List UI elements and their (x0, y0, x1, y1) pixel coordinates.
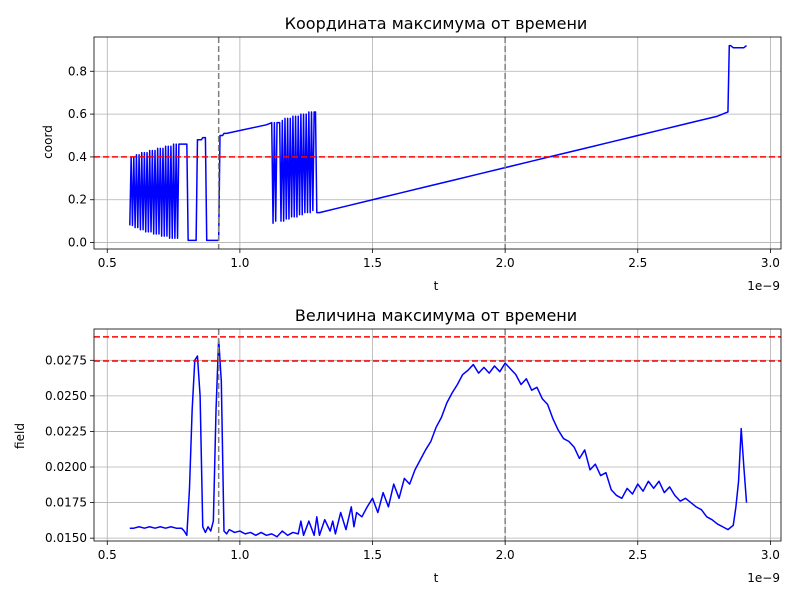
y-tick-label: 0.6 (68, 107, 87, 121)
chart-title: Величина максимума от времени (295, 306, 577, 325)
y-tick-label: 0.0150 (45, 531, 87, 545)
x-tick-label: 2.5 (628, 256, 647, 270)
plot-area (94, 37, 781, 249)
y-axis-label: field (13, 423, 27, 449)
x-tick-label: 0.5 (98, 548, 117, 562)
y-tick-label: 0.0225 (45, 424, 87, 438)
axes-frame (93, 36, 782, 250)
y-tick-label: 0.0 (68, 236, 87, 250)
x-tick-label: 3.0 (761, 256, 780, 270)
x-tick-label: 1.0 (230, 548, 249, 562)
chart-title: Координата максимума от времени (285, 14, 588, 33)
x-tick-label: 0.5 (98, 256, 117, 270)
x-tick-label: 3.0 (761, 548, 780, 562)
x-tick-label: 1.5 (363, 548, 382, 562)
chart-coordinate: Координата максимума от времени t coord … (41, 14, 782, 293)
y-tick-label: 0.8 (68, 64, 87, 78)
x-axis-label: t (434, 571, 439, 585)
x-offset-text: 1e−9 (747, 571, 780, 585)
y-tick-label: 0.2 (68, 193, 87, 207)
x-tick-label: 1.0 (230, 256, 249, 270)
series-line (129, 44, 747, 242)
y-tick-label: 0.0250 (45, 389, 87, 403)
x-tick-label: 2.0 (496, 548, 515, 562)
chart-field: Величина максимума от времени t field 1e… (13, 306, 782, 585)
y-tick-label: 0.0275 (45, 353, 87, 367)
series-line (129, 338, 748, 538)
y-tick-label: 0.4 (68, 150, 87, 164)
x-axis-label: t (434, 279, 439, 293)
y-tick-label: 0.0175 (45, 496, 87, 510)
y-tick-label: 0.0200 (45, 460, 87, 474)
x-tick-label: 2.0 (496, 256, 515, 270)
plot-area (94, 329, 781, 541)
axes-frame (93, 328, 782, 542)
x-offset-text: 1e−9 (747, 279, 780, 293)
y-axis-label: coord (41, 125, 55, 159)
x-tick-label: 2.5 (628, 548, 647, 562)
x-tick-label: 1.5 (363, 256, 382, 270)
